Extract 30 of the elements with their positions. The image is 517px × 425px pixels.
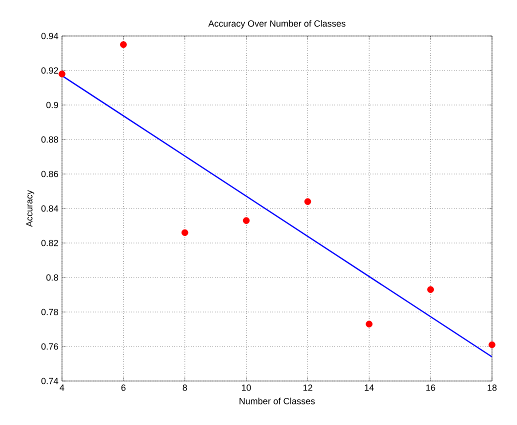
- point: [366, 320, 373, 328]
- point: [58, 70, 66, 78]
- y-tick-label: 0.86: [41, 170, 58, 178]
- y-tick-label: 0.78: [41, 308, 58, 316]
- x-tick-label: 4: [60, 384, 64, 391]
- point: [427, 286, 434, 293]
- point: [181, 229, 188, 236]
- x-tick-label: 6: [121, 384, 126, 391]
- x-tick-label: 8: [182, 384, 187, 391]
- y-tick-label: 0.8: [46, 274, 58, 281]
- y-tick-label: 0.74: [41, 378, 58, 384]
- y-axis-title: Accuracy: [26, 190, 34, 227]
- point: [304, 198, 312, 205]
- y-tick-label: 0.76: [41, 343, 58, 350]
- y-tick-label: 0.84: [41, 205, 58, 212]
- y-tick-label: 0.9: [46, 102, 58, 108]
- x-tick-label: 10: [242, 384, 251, 391]
- y-tick-label: 0.94: [41, 32, 58, 40]
- x-tick-label: 14: [364, 384, 374, 391]
- x-tick-label: 18: [488, 384, 497, 391]
- y-tick-label: 0.92: [41, 67, 58, 74]
- x-tick-label: 12: [303, 384, 312, 391]
- x-tick-label: 16: [426, 384, 436, 391]
- x-axis-title: Number of Classes: [240, 398, 315, 404]
- chart-title: Accuracy Over Number of Classes: [208, 20, 346, 28]
- point: [242, 217, 250, 224]
- y-tick-label: 0.88: [41, 136, 58, 143]
- point: [120, 41, 127, 48]
- y-tick-label: 0.82: [41, 240, 58, 246]
- point: [488, 341, 496, 348]
